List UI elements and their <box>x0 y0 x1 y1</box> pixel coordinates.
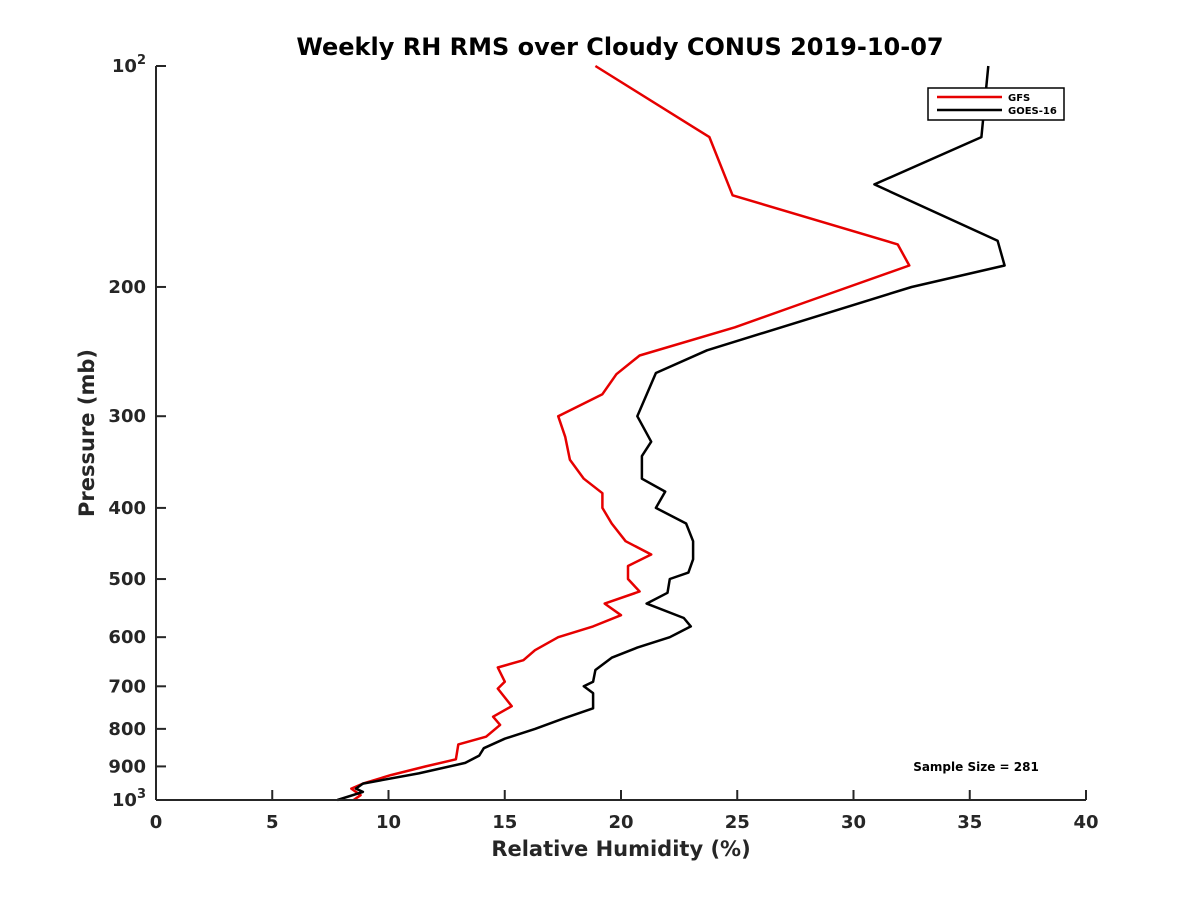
y-tick-label: 800 <box>108 719 146 740</box>
x-axis-label: Relative Humidity (%) <box>491 837 750 861</box>
x-tick-label: 25 <box>725 812 750 833</box>
x-axis-ticks: 0 5 10 15 20 25 30 35 40 <box>150 790 1099 833</box>
legend-label-gfs: GFS <box>1008 93 1030 104</box>
x-tick-label: 35 <box>957 812 982 833</box>
y-axis-label: Pressure (mb) <box>75 349 99 517</box>
y-tick-label: 300 <box>108 406 146 427</box>
x-tick-label: 15 <box>492 812 517 833</box>
y-tick-label: 700 <box>108 676 146 697</box>
sample-size-annotation: Sample Size = 281 <box>913 760 1039 774</box>
y-tick-label: 102 <box>112 53 146 77</box>
x-tick-label: 5 <box>266 812 279 833</box>
series-line-goes-16 <box>337 65 1006 802</box>
legend-label-goes16: GOES-16 <box>1008 106 1057 117</box>
x-tick-label: 10 <box>376 812 401 833</box>
legend: GFS GOES-16 <box>927 87 1065 121</box>
x-tick-label: 0 <box>150 812 163 833</box>
y-tick-label: 600 <box>108 627 146 648</box>
y-axis-ticks: 102 200 300 400 500 600 700 800 900 103 <box>108 53 166 811</box>
series-line-gfs <box>350 64 911 802</box>
x-tick-label: 20 <box>608 812 633 833</box>
y-tick-label: 500 <box>108 569 146 590</box>
y-tick-label: 900 <box>108 756 146 777</box>
legend-box <box>927 87 1065 121</box>
y-tick-label: 103 <box>112 787 146 811</box>
x-tick-label: 40 <box>1073 812 1098 833</box>
series-layer <box>337 64 1006 802</box>
x-tick-label: 30 <box>841 812 866 833</box>
chart-title: Weekly RH RMS over Cloudy CONUS 2019-10-… <box>296 33 943 61</box>
y-tick-label: 400 <box>108 498 146 519</box>
y-tick-label: 200 <box>108 277 146 298</box>
